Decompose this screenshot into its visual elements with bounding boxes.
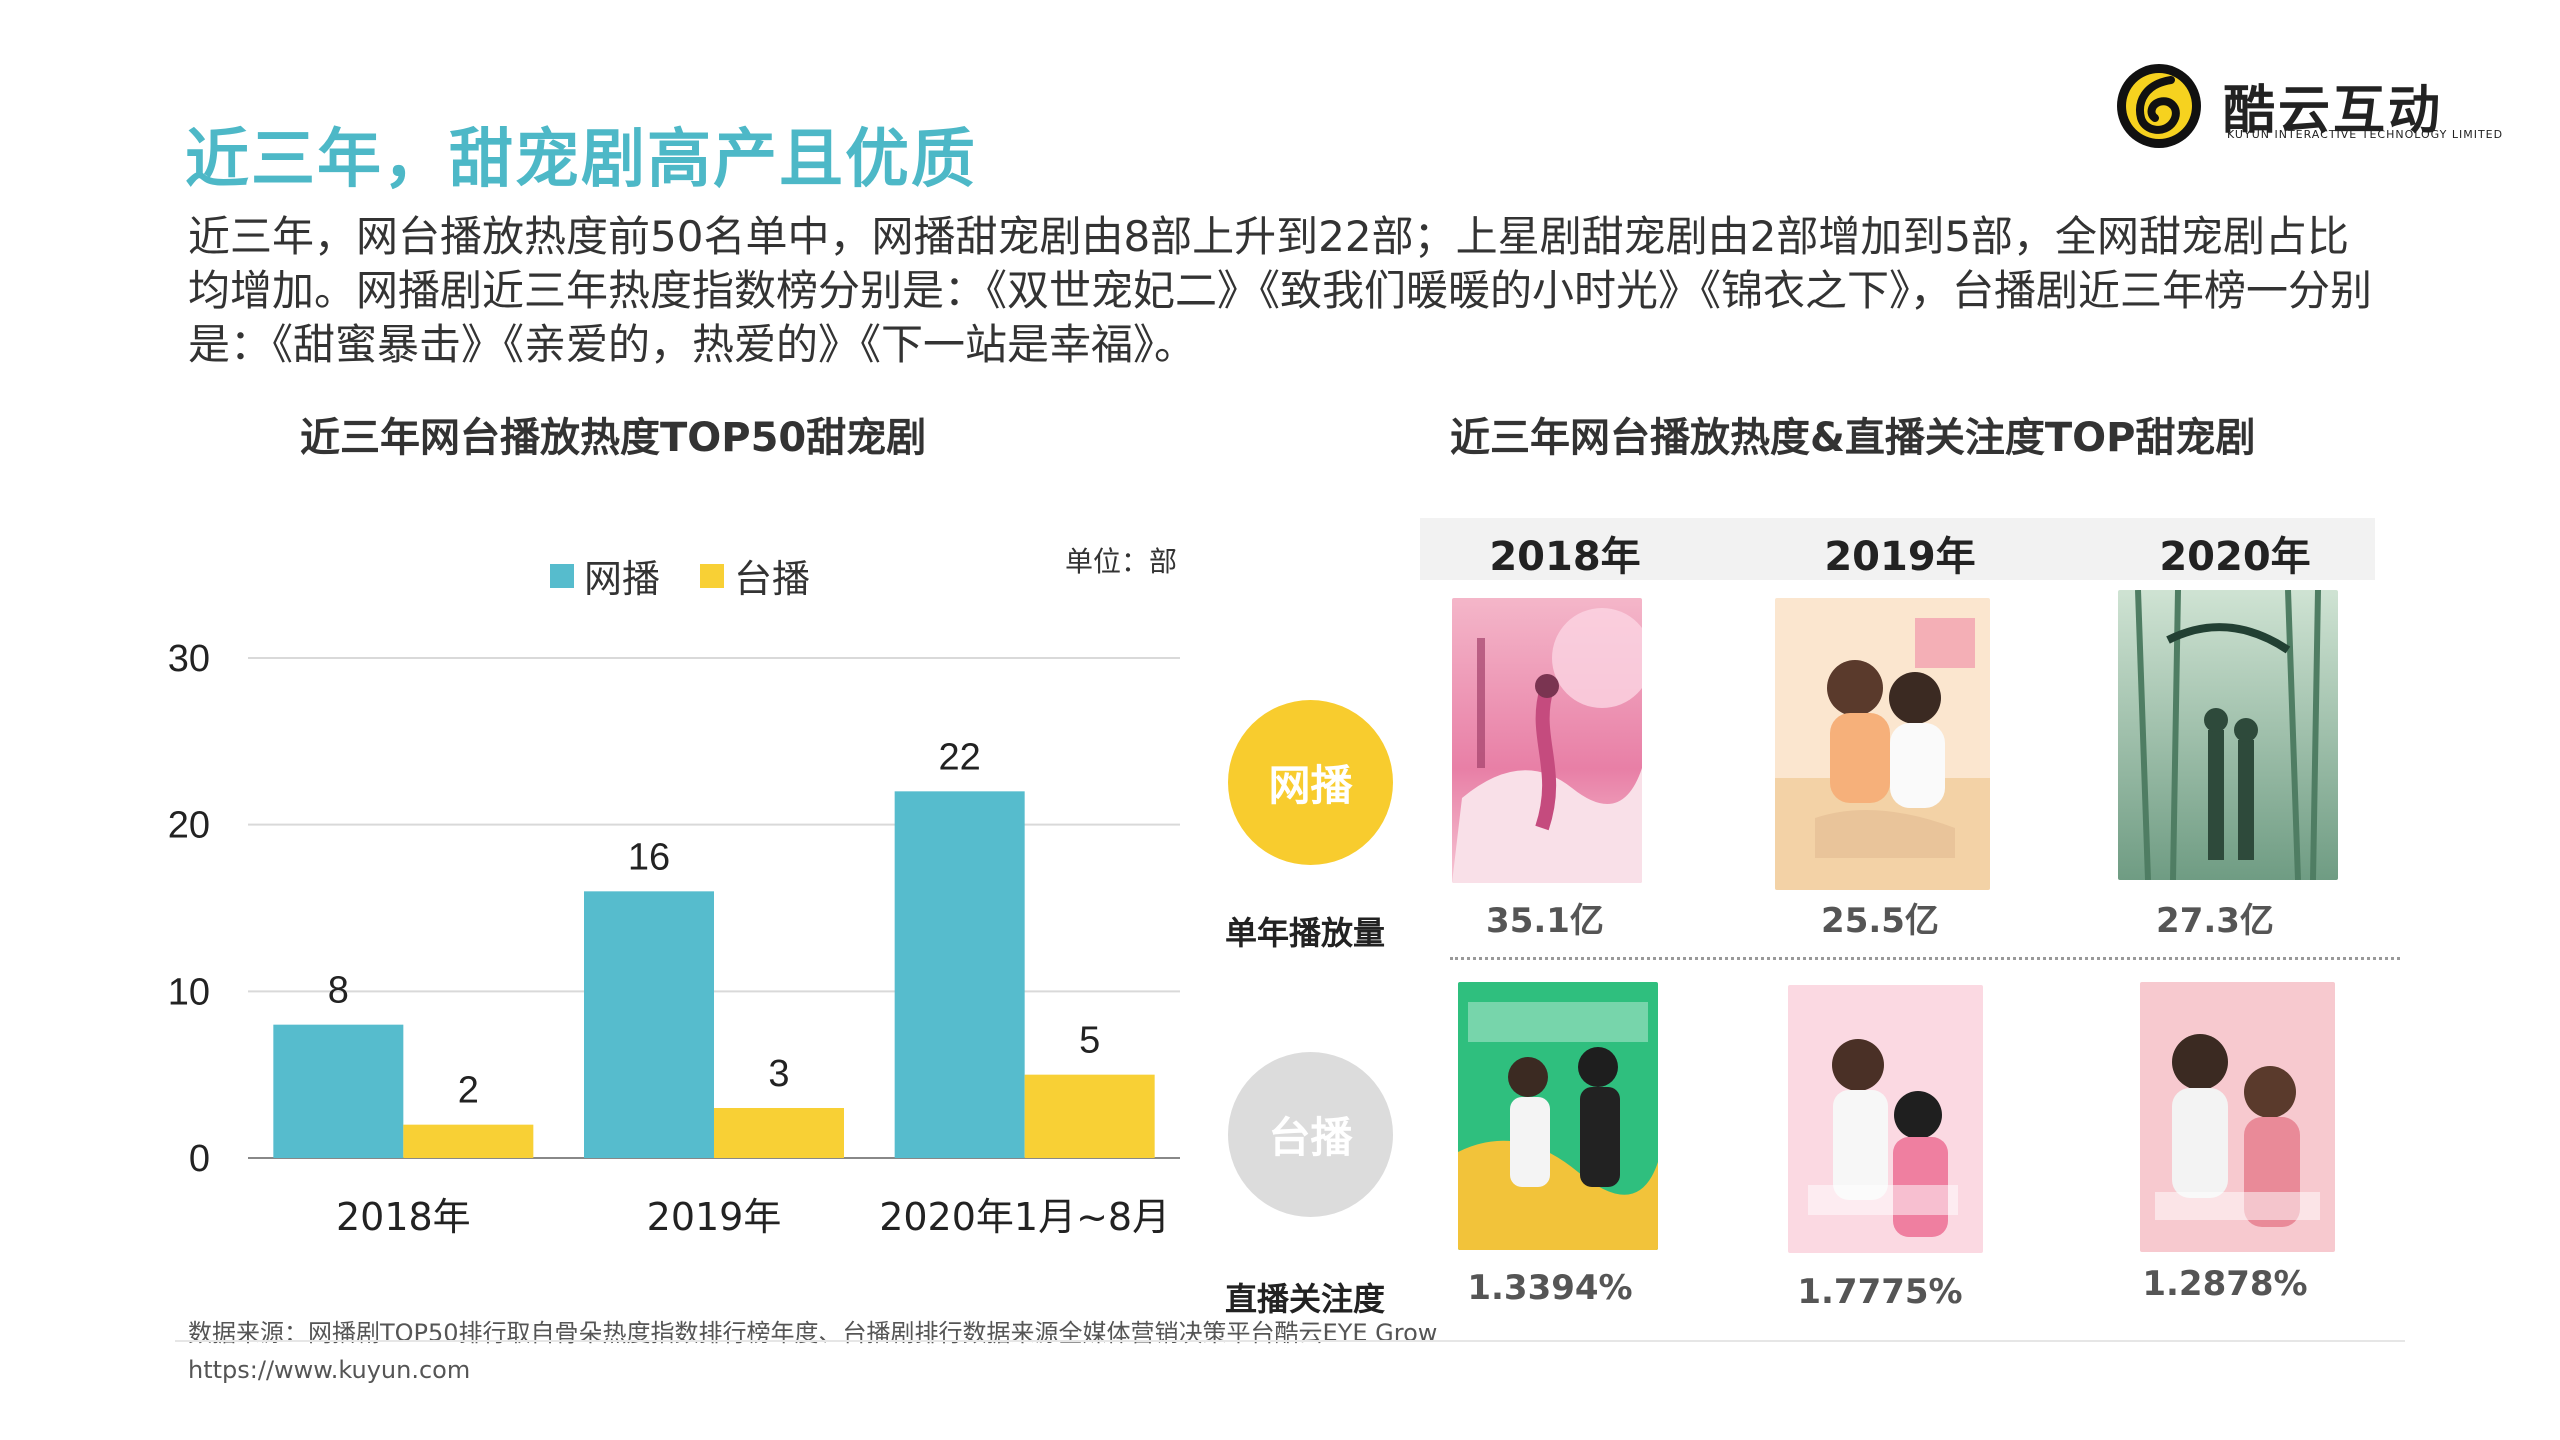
poster-tv-2018 — [1458, 982, 1658, 1250]
x-tick-label: 2018年 — [336, 1195, 471, 1239]
data-label: 3 — [768, 1053, 789, 1095]
y-tick-label: 0 — [189, 1138, 210, 1180]
legend-swatch-online — [550, 563, 574, 588]
attention-2019: 1.7775% — [1797, 1272, 1963, 1312]
attention-2020: 1.2878% — [2142, 1264, 2308, 1304]
poster-online-2018 — [1452, 598, 1642, 883]
intro-paragraph: 近三年，网台播放热度前50名单中，网播甜宠剧由8部上升到22部；上星剧甜宠剧由2… — [188, 212, 2373, 369]
data-label: 16 — [628, 836, 670, 878]
year-header-2018: 2018年 — [1489, 534, 1641, 580]
views-2020: 27.3亿 — [2156, 901, 2274, 941]
poster-tv-2020 — [2140, 982, 2335, 1252]
tv-circle: 台播 — [1228, 1052, 1393, 1217]
data-label: 22 — [939, 736, 981, 778]
bar — [273, 1024, 404, 1158]
year-header-2020: 2020年 — [2159, 534, 2311, 580]
bar — [894, 791, 1025, 1158]
data-label: 8 — [328, 970, 349, 1012]
company-logo: 酷云互动 KUYUN INTERACTIVE TECHNOLOGY LIMITE… — [2115, 62, 2502, 152]
bar — [1024, 1074, 1155, 1158]
kuyun-logo-icon — [2117, 64, 2201, 148]
bar-chart: 0 10 20 30 8 2 2018年 16 3 2019年 22 5 2020年1月~8月 — [168, 638, 1180, 1239]
bar — [714, 1108, 844, 1158]
page-title: 近三年，甜宠剧高产且优质 — [185, 123, 977, 197]
data-source-note: 数据来源：网播剧TOP50排行取自骨朵热度指数排行榜年度、台播剧排行数据来源全媒… — [188, 1319, 1438, 1347]
online-circle: 网播 — [1228, 700, 1393, 865]
year-header-bar — [1420, 518, 2375, 580]
legend-swatch-tv — [700, 563, 725, 588]
y-tick-label: 20 — [168, 805, 210, 847]
x-tick-label: 2019年 — [647, 1195, 782, 1239]
legend-label-tv: 台播 — [734, 557, 811, 601]
data-label: 5 — [1079, 1020, 1100, 1062]
legend-label-online: 网播 — [584, 557, 661, 601]
metric-label-views: 单年播放量 — [1225, 914, 1386, 952]
y-tick-label: 30 — [168, 638, 210, 680]
x-tick-label: 2020年1月~8月 — [879, 1195, 1170, 1239]
views-2018: 35.1亿 — [1486, 901, 1604, 941]
year-header-2019: 2019年 — [1824, 534, 1976, 580]
row-divider — [1450, 957, 2400, 960]
bar — [584, 891, 714, 1158]
right-chart-title: 近三年网台播放热度&直播关注度TOP甜宠剧 — [1450, 415, 2256, 461]
attention-2018: 1.3394% — [1467, 1268, 1633, 1308]
bar — [403, 1124, 534, 1158]
chart-legend: 网播 台播 — [550, 548, 810, 603]
unit-label: 单位：部 — [1065, 545, 1178, 578]
left-chart-title: 近三年网台播放热度TOP50甜宠剧 — [300, 415, 927, 461]
y-tick-label: 10 — [168, 971, 210, 1013]
poster-online-2020 — [2118, 590, 2338, 880]
views-2019: 25.5亿 — [1821, 901, 1939, 941]
poster-tv-2019 — [1788, 985, 1983, 1253]
website-link[interactable]: https://www.kuyun.com — [188, 1356, 471, 1384]
logo-name: 酷云互动 — [2223, 81, 2444, 141]
poster-online-2019 — [1775, 598, 1990, 890]
footer-divider — [175, 1340, 2405, 1342]
data-label: 2 — [458, 1070, 479, 1112]
logo-subtitle: KUYUN INTERACTIVE TECHNOLOGY LIMITED — [2227, 128, 2504, 141]
metric-label-attention: 直播关注度 — [1225, 1280, 1386, 1318]
